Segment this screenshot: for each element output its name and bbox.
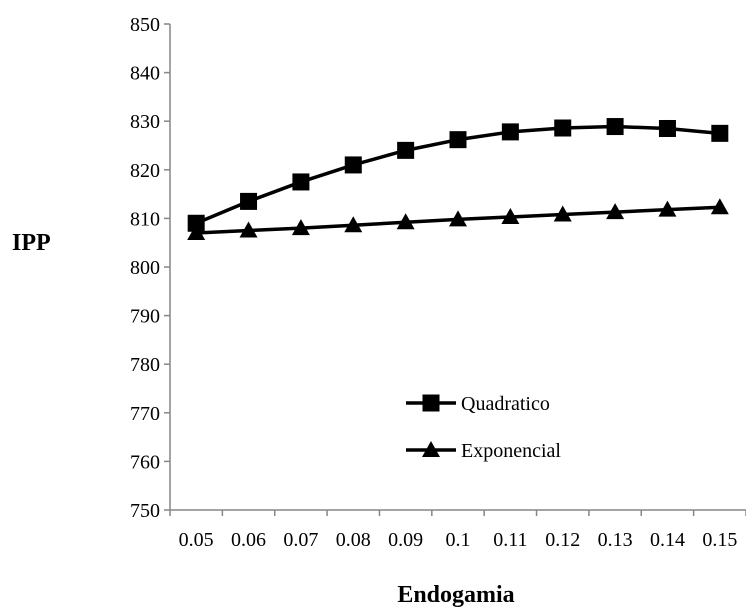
- legend-item: Quadratico: [406, 393, 550, 415]
- y-tick-label: 810: [130, 208, 160, 230]
- data-point-triangle: [606, 203, 625, 220]
- x-tick-label: 0.08: [336, 529, 371, 551]
- legend-label: Quadratico: [461, 393, 550, 415]
- data-point-square: [397, 141, 415, 159]
- y-tick-label: 770: [130, 403, 160, 425]
- x-tick-label: 0.07: [283, 529, 318, 551]
- x-axis-ticks: 0.05 0.06 0.07 0.08 0.09 0.1 0.11 0.12 0.13 0.14 0…: [169, 510, 746, 551]
- y-tick-label: 820: [130, 160, 160, 182]
- data-point-triangle: [449, 210, 467, 227]
- y-tick-label: 780: [130, 354, 160, 376]
- legend: Quadratico Exponencial: [406, 393, 561, 462]
- data-point-square: [658, 119, 676, 137]
- data-point-square: [501, 123, 519, 141]
- data-point-triangle: [501, 207, 520, 224]
- data-point-triangle: [187, 223, 206, 240]
- data-point-square: [449, 131, 467, 149]
- y-tick-label: 830: [130, 111, 160, 133]
- y-tick-label: 760: [130, 451, 160, 473]
- data-point-triangle: [553, 205, 572, 222]
- x-tick-label: 0.12: [545, 529, 580, 551]
- x-tick-label: 0.15: [702, 529, 737, 551]
- data-point-square: [187, 214, 205, 232]
- data-point-triangle: [344, 216, 363, 233]
- y-axis-title: IPP: [12, 230, 51, 256]
- data-point-square: [711, 124, 729, 142]
- y-tick-label: 790: [130, 306, 160, 328]
- y-tick-label: 800: [130, 257, 160, 279]
- x-tick-label: 0.09: [388, 529, 423, 551]
- x-tick-label: 0.14: [650, 529, 685, 551]
- x-tick-label: 0.13: [598, 529, 633, 551]
- data-point-triangle: [291, 219, 310, 236]
- data-point-triangle: [658, 200, 677, 217]
- data-point-square: [292, 173, 310, 191]
- x-axis-title: Endogamia: [397, 582, 514, 608]
- data-point-square: [344, 156, 362, 174]
- y-tick-label: 750: [130, 500, 160, 522]
- legend-marker-triangle: [422, 441, 440, 457]
- x-tick-label: 0.06: [231, 529, 266, 551]
- data-point-square: [606, 118, 624, 136]
- data-point-square: [240, 192, 258, 210]
- data-point-triangle: [396, 213, 415, 230]
- legend-marker-square: [422, 394, 440, 412]
- x-tick-label: 0.11: [493, 529, 527, 551]
- x-tick-label: 0.05: [179, 529, 214, 551]
- series-layer: [187, 118, 729, 240]
- y-tick-label: 840: [130, 63, 160, 85]
- series-quadratico: [187, 118, 729, 232]
- legend-item: Exponencial: [406, 440, 561, 462]
- legend-label: Exponencial: [461, 440, 561, 462]
- y-tick-label: 850: [130, 14, 160, 36]
- x-tick-label: 0.1: [446, 529, 471, 551]
- series-exponencial: [187, 198, 729, 240]
- data-point-square: [554, 119, 572, 137]
- data-point-triangle: [710, 198, 729, 215]
- y-axis-ticks: 750 760 770 780 790 800 810 820 830 840 850: [130, 14, 170, 522]
- data-point-triangle: [239, 221, 258, 238]
- axes: [169, 24, 746, 511]
